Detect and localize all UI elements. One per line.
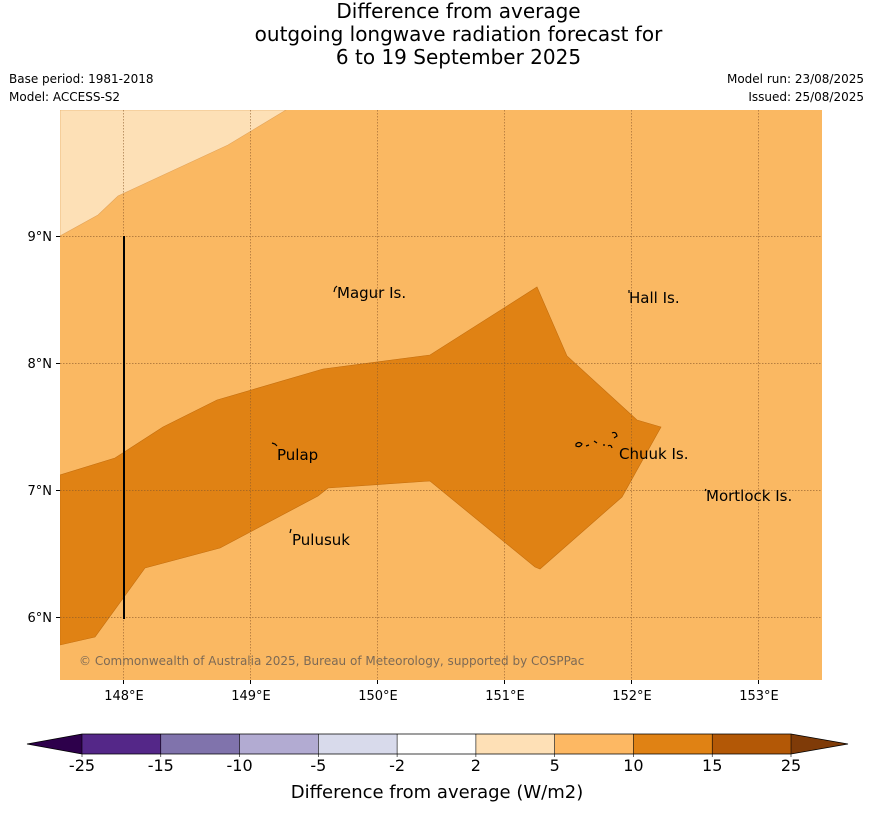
lat-label-8n: 8°N <box>28 357 53 372</box>
colorbar-label: Difference from average (W/m2) <box>291 782 583 803</box>
chuuk-island-mark <box>575 431 618 449</box>
colorbar-segment <box>318 734 398 754</box>
colorbar-segment <box>712 734 791 754</box>
colorbar-tick-label: 5 <box>550 756 560 775</box>
place-label-pulap: Pulap <box>277 446 318 464</box>
colorbar-tick-label: -10 <box>226 756 252 775</box>
title-line-3: 6 to 19 September 2025 <box>335 45 582 69</box>
map-area: Magur Is. Hall Is. Pulap Chuuk Is. Mortl… <box>60 110 822 680</box>
magur-island-mark <box>333 285 338 293</box>
title-line-2: outgoing longwave radiation forecast for <box>254 22 663 46</box>
axis-ticks <box>56 236 759 684</box>
place-label-chuuk: Chuuk Is. <box>619 445 688 463</box>
colorbar-tick-label: -2 <box>389 756 405 775</box>
lat-label-6n: 6°N <box>28 611 53 626</box>
colorbar-tick-label: -25 <box>69 756 95 775</box>
colorbar <box>26 733 849 757</box>
lon-label-149e: 149°E <box>231 689 271 704</box>
copyright-notice: © Commonwealth of Australia 2025, Bureau… <box>79 654 584 668</box>
model-run: Model run: 23/08/2025 <box>726 72 864 86</box>
base-period: Base period: 1981-2018 <box>9 72 154 86</box>
lat-label-9n: 9°N <box>28 230 53 245</box>
colorbar-ticks: -25 -15 -10 -5 -2 2 5 10 15 25 <box>69 756 801 775</box>
colorbar-extend-min <box>27 734 82 754</box>
place-label-magur: Magur Is. <box>337 284 406 302</box>
colorbar-segment <box>239 734 319 754</box>
lon-label-152e: 152°E <box>612 689 652 704</box>
pulap-island-mark <box>271 442 278 447</box>
band-10-15 <box>60 286 662 646</box>
colorbar-tick-label: 15 <box>702 756 722 775</box>
colorbar-tick-label: 2 <box>471 756 481 775</box>
meta-left: Base period: 1981-2018 Model: ACCESS-S2 <box>9 70 154 106</box>
mortlock-island-mark <box>704 488 707 492</box>
title-line-1: Difference from average <box>336 0 581 23</box>
pulusuk-island-mark <box>289 528 292 534</box>
colorbar-segment <box>475 734 555 754</box>
colorbar-segment <box>160 734 240 754</box>
island-marks <box>271 285 707 534</box>
lon-label-153e: 153°E <box>739 689 779 704</box>
lat-label-7n: 7°N <box>28 484 53 499</box>
band-2-5 <box>60 110 287 237</box>
colorbar-tick-label: 25 <box>781 756 801 775</box>
model-name: Model: ACCESS-S2 <box>9 90 121 104</box>
place-label-mortlock: Mortlock Is. <box>706 487 792 505</box>
colorbar-segment <box>82 734 161 754</box>
colorbar-segment <box>397 734 476 754</box>
place-label-hall: Hall Is. <box>629 289 680 307</box>
place-label-pulusuk: Pulusuk <box>292 531 350 549</box>
issued-date: Issued: 25/08/2025 <box>748 90 864 104</box>
colorbar-tick-label: -15 <box>148 756 174 775</box>
colorbar-segment <box>554 734 634 754</box>
lon-label-148e: 148°E <box>104 689 144 704</box>
lon-label-150e: 150°E <box>358 689 398 704</box>
colorbar-tick-label: -5 <box>310 756 326 775</box>
meta-right: Model run: 23/08/2025 Issued: 25/08/2025 <box>727 70 864 106</box>
colorbar-tick-label: 10 <box>623 756 643 775</box>
lon-label-151e: 151°E <box>485 689 525 704</box>
colorbar-segment <box>633 734 713 754</box>
colorbar-extend-max <box>791 734 848 754</box>
map-title: Difference from average outgoing longwav… <box>0 0 873 69</box>
